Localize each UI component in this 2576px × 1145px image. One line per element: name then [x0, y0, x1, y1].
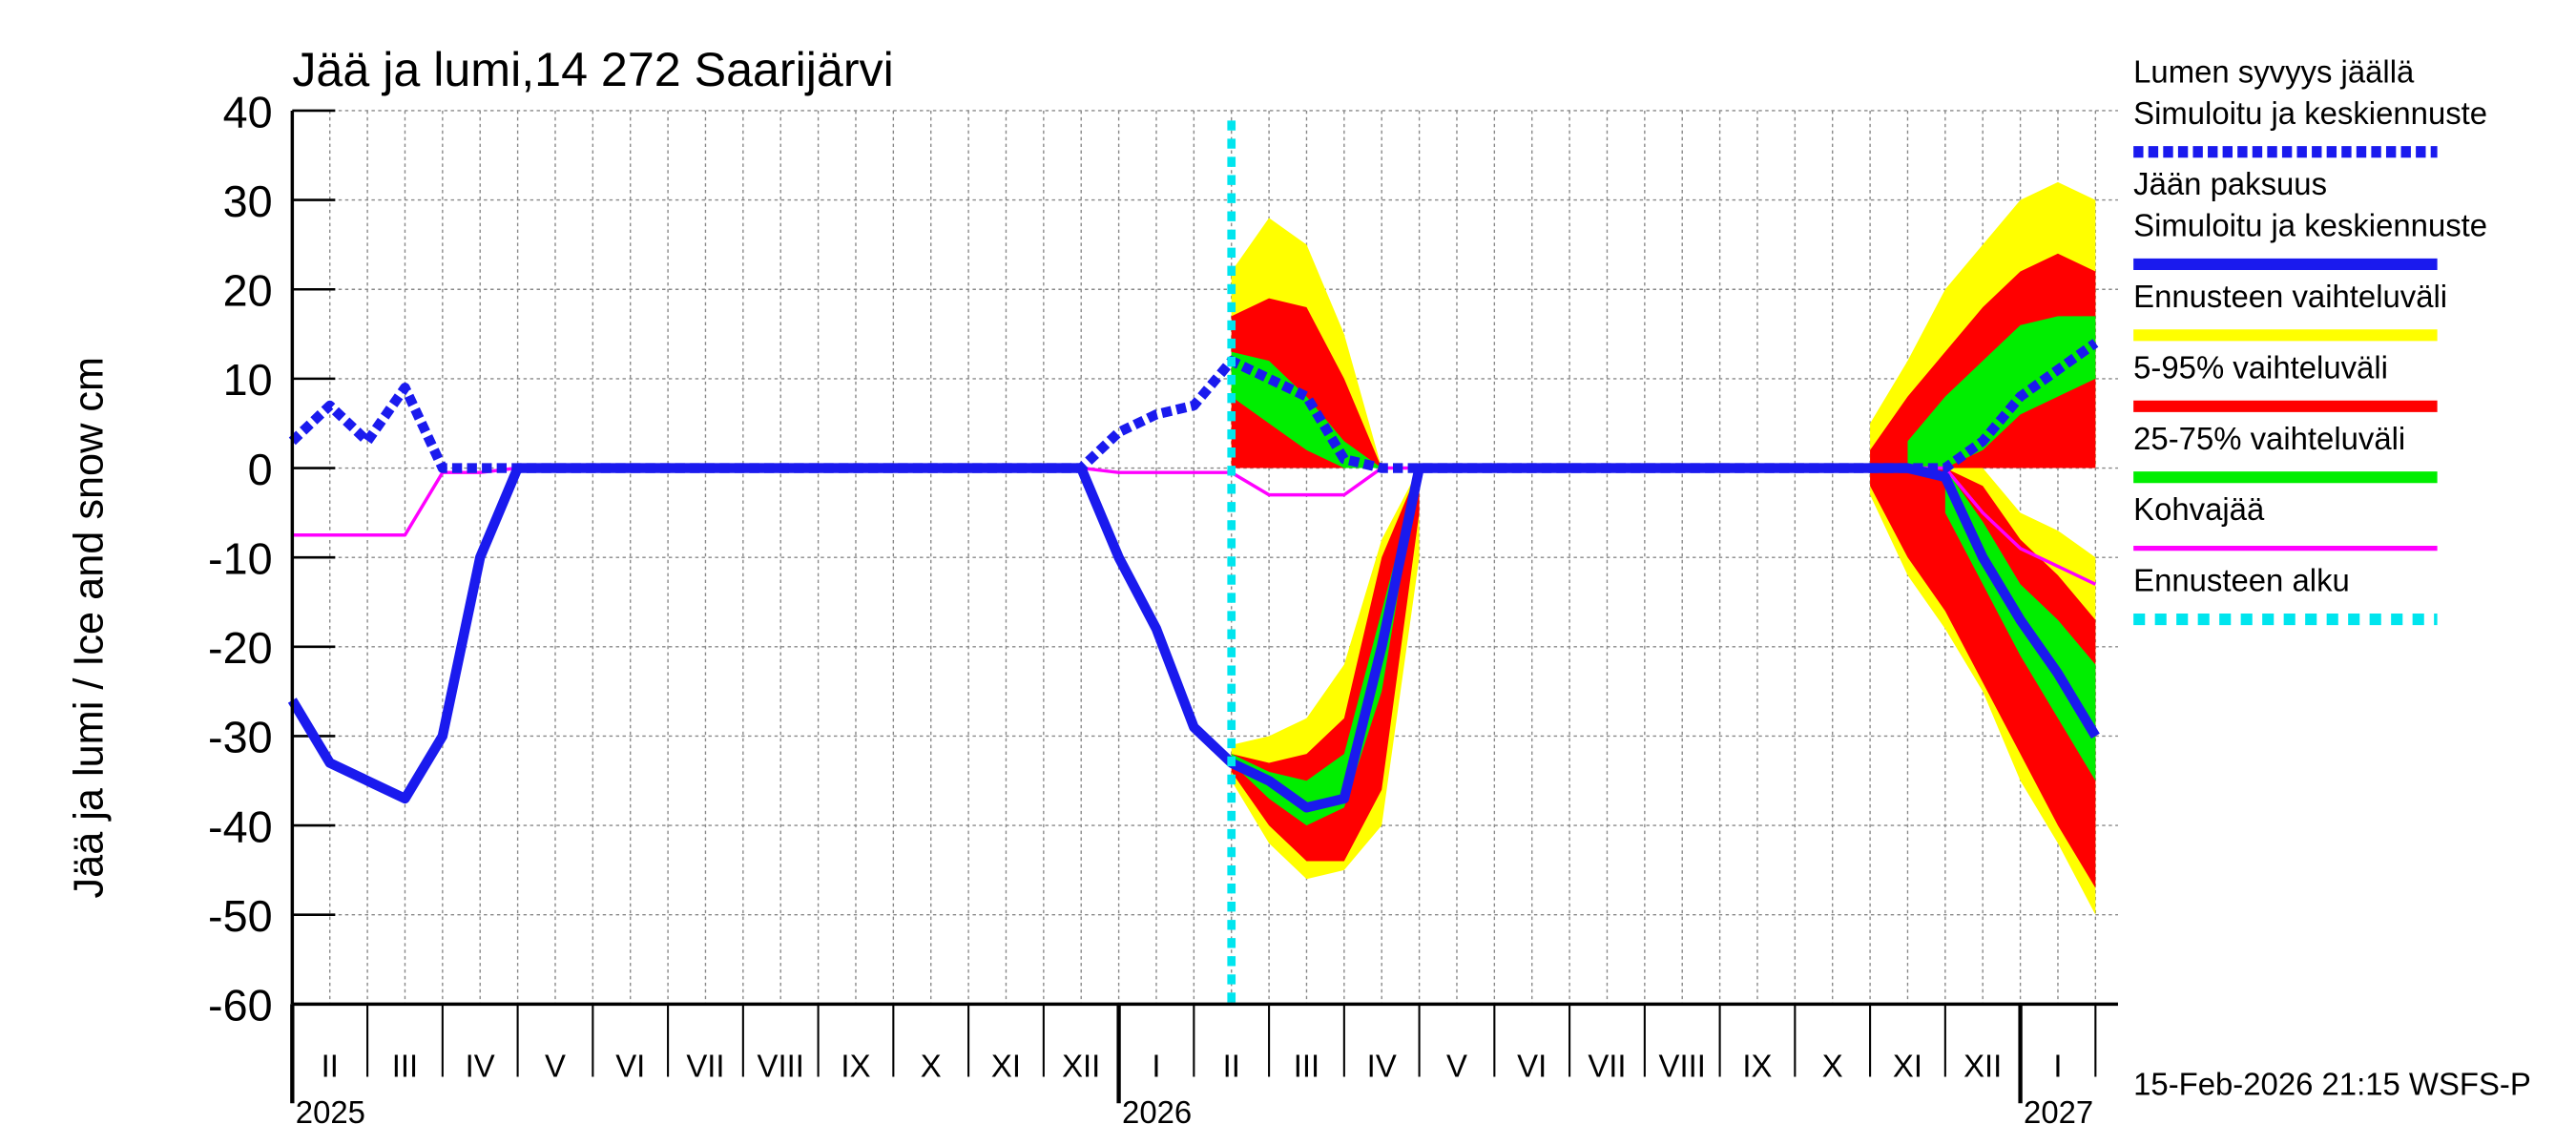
y-tick-label: -20 — [208, 623, 273, 673]
y-tick-label: -10 — [208, 533, 273, 583]
y-tick-label: 0 — [248, 445, 273, 494]
x-tick-label: XI — [1893, 1049, 1922, 1084]
x-tick-label: VI — [615, 1049, 645, 1084]
legend-label: Ennusteen alku — [2133, 563, 2350, 598]
footer: 15-Feb-2026 21:15 WSFS-P — [2133, 1067, 2531, 1102]
x-tick-label: X — [921, 1049, 942, 1084]
series-line — [288, 339, 2099, 473]
legend-label: Jään paksuus — [2133, 166, 2327, 201]
y-tick-label: -60 — [208, 981, 273, 1030]
x-tick-label: II — [1223, 1049, 1240, 1084]
y-tick-label: 10 — [223, 355, 273, 405]
band — [1231, 298, 1382, 468]
x-tick-label: IV — [1367, 1049, 1397, 1084]
legend-label: Ennusteen vaihteluväli — [2133, 279, 2447, 314]
y-tick-label: -40 — [208, 802, 273, 851]
x-tick-label: III — [392, 1049, 418, 1084]
x-tick-label: VIII — [1659, 1049, 1706, 1084]
x-tick-label: III — [1294, 1049, 1319, 1084]
x-tick-label: I — [1152, 1049, 1160, 1084]
band — [1870, 468, 2096, 888]
year-label: 2027 — [2024, 1094, 2093, 1130]
legend-label: Kohvajää — [2133, 491, 2265, 527]
y-tick-label: -50 — [208, 891, 273, 941]
year-label: 2026 — [1122, 1094, 1192, 1130]
legend-label: Lumen syvyys jäällä — [2133, 54, 2415, 90]
year-label: 2025 — [296, 1094, 365, 1130]
x-tick-label: IV — [466, 1049, 495, 1084]
x-tick-label: VI — [1517, 1049, 1547, 1084]
band — [1231, 468, 1420, 862]
y-tick-label: -30 — [208, 713, 273, 762]
y-tick-label: 40 — [223, 87, 273, 136]
y-axis-label: Jää ja lumi / Ice and snow cm — [66, 357, 112, 899]
legend-label: Simuloitu ja keskiennuste — [2133, 208, 2487, 243]
chart-title: Jää ja lumi,14 272 Saarijärvi — [292, 43, 893, 96]
y-tick-label: 20 — [223, 266, 273, 316]
x-tick-label: VIII — [758, 1049, 804, 1084]
x-tick-label: X — [1822, 1049, 1843, 1084]
legend-label: 25-75% vaihteluväli — [2133, 421, 2405, 456]
legend-label: Simuloitu ja keskiennuste — [2133, 95, 2487, 131]
x-tick-label: V — [545, 1049, 566, 1084]
x-tick-label: XII — [1963, 1049, 2002, 1084]
x-tick-label: XI — [991, 1049, 1021, 1084]
band — [1907, 316, 2096, 468]
x-tick-label: V — [1446, 1049, 1467, 1084]
x-tick-label: IX — [1742, 1049, 1772, 1084]
x-tick-label: IX — [841, 1049, 870, 1084]
y-tick-label: 30 — [223, 177, 273, 226]
legend-label: 5-95% vaihteluväli — [2133, 349, 2388, 385]
x-tick-label: II — [322, 1049, 339, 1084]
x-tick-label: VII — [1588, 1049, 1626, 1084]
x-tick-label: I — [2053, 1049, 2062, 1084]
x-tick-label: XII — [1062, 1049, 1100, 1084]
x-tick-label: VII — [686, 1049, 724, 1084]
